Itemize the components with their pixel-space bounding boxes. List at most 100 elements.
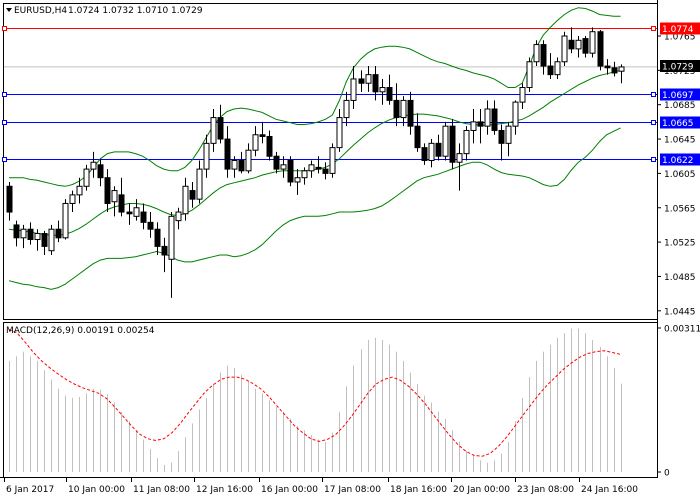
candle[interactable] [547, 53, 554, 79]
candle[interactable] [252, 126, 259, 157]
candle[interactable] [491, 100, 498, 135]
candle[interactable] [456, 143, 463, 191]
candle[interactable] [519, 83, 526, 109]
candle[interactable] [20, 224, 27, 249]
candle[interactable] [238, 151, 245, 174]
candle[interactable] [526, 57, 533, 92]
candle[interactable] [154, 222, 161, 255]
candle[interactable] [175, 207, 182, 230]
candle[interactable] [407, 91, 414, 135]
candle[interactable] [224, 126, 231, 178]
candle[interactable] [442, 121, 449, 161]
candle[interactable] [358, 70, 365, 92]
candle[interactable] [168, 212, 175, 298]
candle[interactable] [104, 169, 111, 213]
candle[interactable] [210, 108, 217, 152]
candle[interactable] [463, 126, 470, 161]
candle[interactable] [273, 151, 280, 174]
candle[interactable] [400, 96, 407, 127]
candle[interactable] [147, 212, 154, 238]
candle[interactable] [589, 27, 596, 58]
candle[interactable] [568, 27, 575, 54]
candle[interactable] [421, 143, 428, 165]
candle[interactable] [182, 177, 189, 221]
candle[interactable] [69, 190, 76, 213]
level-handle-left[interactable] [2, 157, 7, 162]
candle[interactable] [90, 151, 97, 178]
candle[interactable] [203, 134, 210, 178]
candle[interactable] [505, 121, 512, 157]
candle[interactable] [477, 108, 484, 144]
candle[interactable] [470, 108, 477, 144]
candle[interactable] [189, 181, 196, 208]
candle[interactable] [34, 229, 41, 251]
candle[interactable] [315, 156, 322, 174]
candle[interactable] [196, 160, 203, 204]
candle[interactable] [582, 36, 589, 58]
candle[interactable] [48, 224, 55, 255]
candle[interactable] [435, 134, 442, 161]
level-handle-right[interactable] [651, 120, 656, 125]
candle[interactable] [611, 61, 618, 77]
candle[interactable] [604, 59, 611, 75]
candle[interactable] [97, 158, 104, 187]
candle[interactable] [618, 64, 625, 84]
candle[interactable] [372, 66, 379, 101]
candle[interactable] [301, 167, 308, 185]
candle[interactable] [245, 143, 252, 174]
candle[interactable] [83, 164, 90, 191]
candle[interactable] [41, 230, 48, 255]
candle[interactable] [512, 100, 519, 135]
level-handle-right[interactable] [651, 26, 656, 31]
candle[interactable] [554, 57, 561, 79]
candle[interactable] [6, 181, 13, 221]
candle[interactable] [343, 91, 350, 127]
candle[interactable] [597, 29, 604, 71]
candle[interactable] [329, 143, 336, 178]
candle[interactable] [308, 160, 315, 178]
candle[interactable] [379, 78, 386, 105]
candle[interactable] [259, 121, 266, 144]
candle[interactable] [161, 237, 168, 273]
candle[interactable] [126, 203, 133, 225]
candle[interactable] [294, 169, 301, 195]
candle[interactable] [386, 74, 393, 105]
candle[interactable] [280, 156, 287, 178]
candle[interactable] [140, 203, 147, 230]
level-handle-right[interactable] [651, 157, 656, 162]
symbol-dropdown-icon[interactable] [6, 8, 12, 12]
candle[interactable] [231, 156, 238, 178]
level-handle-left[interactable] [2, 120, 7, 125]
candle[interactable] [111, 186, 118, 217]
candle[interactable] [414, 113, 421, 152]
candle[interactable] [350, 66, 357, 109]
level-handle-right[interactable] [651, 92, 656, 97]
candle[interactable] [561, 31, 568, 67]
candle[interactable] [27, 222, 34, 245]
level-handle-left[interactable] [2, 92, 7, 97]
candle[interactable] [449, 119, 456, 170]
candle[interactable] [266, 130, 273, 161]
candle[interactable] [322, 162, 329, 180]
candle[interactable] [575, 36, 582, 58]
candle[interactable] [336, 108, 343, 152]
candle[interactable] [133, 199, 140, 221]
candle[interactable] [428, 139, 435, 168]
macd-pane[interactable] [3, 322, 658, 478]
candle[interactable] [393, 83, 400, 127]
candle[interactable] [217, 104, 224, 144]
candle[interactable] [287, 156, 294, 187]
candle[interactable] [533, 40, 540, 67]
candle[interactable] [118, 177, 125, 217]
candle[interactable] [498, 124, 505, 161]
candle[interactable] [484, 100, 491, 135]
candle[interactable] [540, 40, 547, 75]
candle[interactable] [13, 220, 20, 247]
candle[interactable] [62, 199, 69, 240]
candle[interactable] [365, 66, 372, 92]
level-handle-left[interactable] [2, 26, 7, 31]
time-tick-label: 12 Jan 16:00 [196, 485, 253, 495]
candle[interactable] [55, 220, 62, 243]
candle[interactable] [76, 177, 83, 204]
